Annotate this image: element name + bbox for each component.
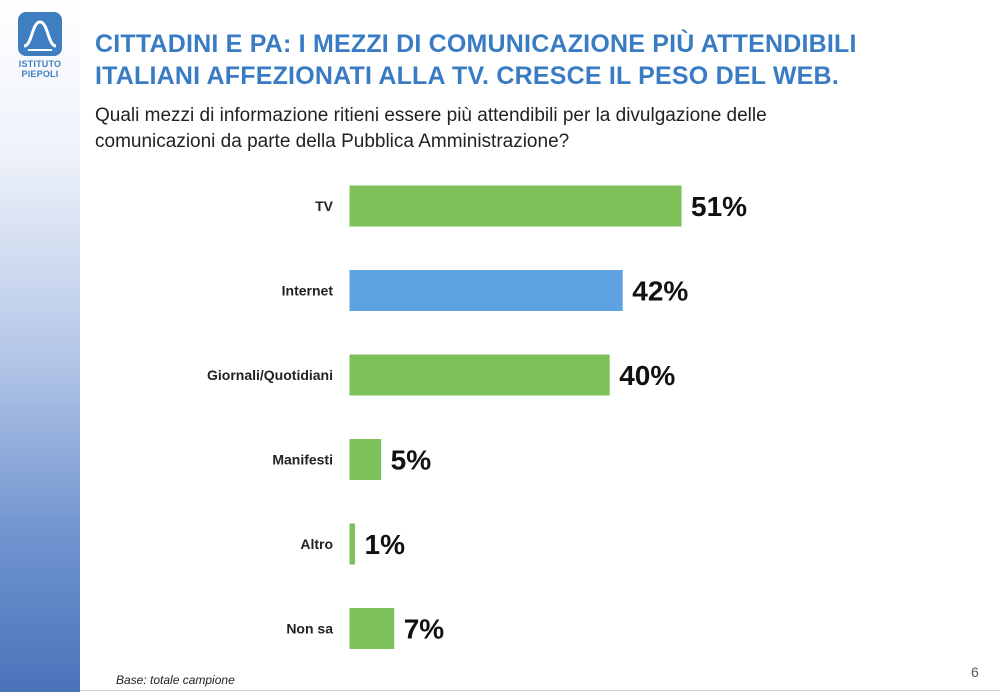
bar-manifesti (348, 438, 383, 481)
survey-question: Quali mezzi di informazione ritieni esse… (95, 103, 915, 155)
value-label-giornali-quotidiani: 40% (619, 360, 675, 391)
logo-text-line1: ISTITUTO (18, 59, 62, 69)
question-line-2: comunicazioni da parte della Pubblica Am… (95, 131, 570, 152)
value-label-altro: 1% (365, 529, 406, 560)
category-label-giornali-quotidiani: Giornali/Quotidiani (207, 367, 333, 383)
logo-text-line2: PIEPOLI (21, 69, 59, 79)
bar-internet (348, 269, 624, 312)
page-title: CITTADINI E PA: I MEZZI DI COMUNICAZIONE… (95, 28, 975, 92)
logo-mark-icon (18, 12, 62, 56)
value-label-manifesti: 5% (391, 445, 432, 476)
value-label-internet: 42% (632, 276, 688, 307)
value-label-tv: 51% (691, 191, 747, 222)
logo: ISTITUTO PIEPOLI (12, 12, 68, 79)
bar-tv (348, 184, 683, 228)
category-label-altro: Altro (300, 536, 333, 552)
category-label-internet: Internet (282, 283, 334, 299)
bar-altro (348, 522, 357, 566)
page-number: 6 (971, 664, 979, 680)
category-label-manifesti: Manifesti (272, 452, 333, 468)
bar-giornali-quotidiani (348, 353, 611, 397)
title-line-2: ITALIANI AFFEZIONATI ALLA TV. CRESCE IL … (95, 62, 839, 90)
category-label-non-sa: Non sa (286, 621, 333, 637)
sidebar-gradient (0, 0, 80, 692)
question-line-1: Quali mezzi di informazione ritieni esse… (95, 105, 767, 126)
bottom-divider (80, 690, 1000, 691)
title-line-1: CITTADINI E PA: I MEZZI DI COMUNICAZIONE… (95, 30, 857, 58)
value-label-non-sa: 7% (404, 614, 445, 645)
category-label-tv: TV (315, 198, 334, 214)
footnote: Base: totale campione (116, 673, 235, 687)
bar-non-sa (348, 607, 396, 650)
